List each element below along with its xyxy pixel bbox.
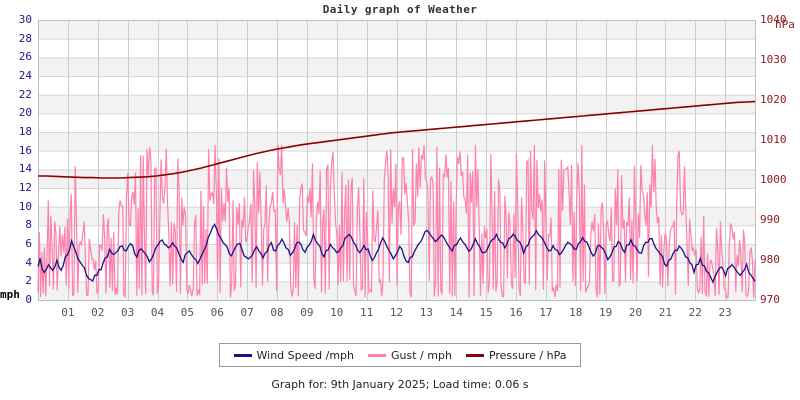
y-axis-left-tick: 8 <box>25 218 32 232</box>
y-axis-right-tick: 1000 <box>760 173 787 186</box>
y-axis-left-tick: 26 <box>18 50 32 64</box>
y-axis-right-tick: 1040 <box>760 13 787 26</box>
x-axis-tick: 05 <box>180 306 194 319</box>
y-axis-left-tick: 10 <box>18 199 32 213</box>
x-axis-tick: 06 <box>210 306 224 319</box>
x-axis-tick: 17 <box>539 306 553 319</box>
x-axis-tick: 14 <box>449 306 463 319</box>
x-axis-tick: 20 <box>628 306 643 319</box>
x-axis-tick: 09 <box>300 306 314 319</box>
x-axis-tick: 08 <box>270 306 284 319</box>
x-axis-tick: 18 <box>569 306 583 319</box>
y-axis-left-tick: 6 <box>25 237 32 250</box>
y-axis-left-unit-label: mph <box>0 288 20 301</box>
x-axis-tick: 10 <box>330 306 344 319</box>
series-wind-speed <box>37 223 756 284</box>
y-axis-left-tick: 30 <box>18 13 32 26</box>
legend-swatch-icon <box>368 353 387 357</box>
y-axis-right-tick: 990 <box>760 213 780 226</box>
y-axis-left-tick: 0 <box>25 293 32 306</box>
x-axis-tick: 11 <box>360 306 374 319</box>
x-axis-tick: 01 <box>61 306 75 319</box>
y-axis-left-tick: 18 <box>18 125 32 138</box>
y-axis-left-tick: 24 <box>18 69 32 82</box>
x-axis-tick: 02 <box>91 306 105 319</box>
legend-item-gust: Gust / mph <box>368 349 452 362</box>
y-axis-left-tick: 12 <box>18 181 32 194</box>
y-axis-right-tick: 980 <box>760 253 780 266</box>
legend-label: Pressure / hPa <box>488 348 567 362</box>
legend-item-pressure: Pressure / hPa <box>465 348 567 362</box>
chart-legend: Wind Speed /mph Gust / mph Pressure / hP… <box>219 343 581 367</box>
x-axis-tick: 04 <box>150 306 165 319</box>
y-axis-right-tick: 1020 <box>760 93 787 106</box>
y-axis-left-tick: 14 <box>18 162 32 176</box>
y-axis-right-tick: 1010 <box>760 133 787 146</box>
x-axis-tick: 16 <box>509 306 523 319</box>
x-axis-tick: 13 <box>419 306 433 319</box>
x-axis-tick: 03 <box>121 306 135 319</box>
x-axis-tick: 07 <box>240 306 254 319</box>
legend-label: Wind Speed /mph <box>256 348 355 362</box>
x-axis-tick: 23 <box>718 306 732 319</box>
legend-item-wind-speed: Wind Speed /mph <box>233 348 355 362</box>
x-axis-tick: 22 <box>688 306 702 319</box>
x-axis-tick: 15 <box>479 306 493 319</box>
x-axis-tick: 21 <box>658 306 672 319</box>
y-axis-left-tick: 4 <box>25 255 32 269</box>
y-axis-left-tick: 2 <box>25 274 32 288</box>
series-pressure <box>38 100 756 179</box>
chart-title: Daily graph of Weather <box>322 3 478 16</box>
y-axis-left-tick: 22 <box>18 87 32 101</box>
legend-swatch-icon <box>465 353 484 357</box>
y-axis-right-unit-label: hPa <box>775 18 795 31</box>
y-axis-left-tick: 16 <box>18 143 32 157</box>
y-axis-right-tick: 970 <box>760 293 780 306</box>
plot-border <box>38 20 756 301</box>
y-axis-left-tick: 20 <box>18 106 32 120</box>
chart-footer: Graph for: 9th January 2025; Load time: … <box>271 378 529 391</box>
y-axis-left-tick: 28 <box>18 31 32 45</box>
x-axis-tick: 12 <box>389 306 404 319</box>
legend-label: Gust / mph <box>391 348 452 362</box>
y-axis-right-tick: 1030 <box>760 53 787 66</box>
x-axis-tick: 19 <box>599 306 613 319</box>
legend-swatch-icon <box>233 353 252 357</box>
series-gust <box>37 145 756 300</box>
